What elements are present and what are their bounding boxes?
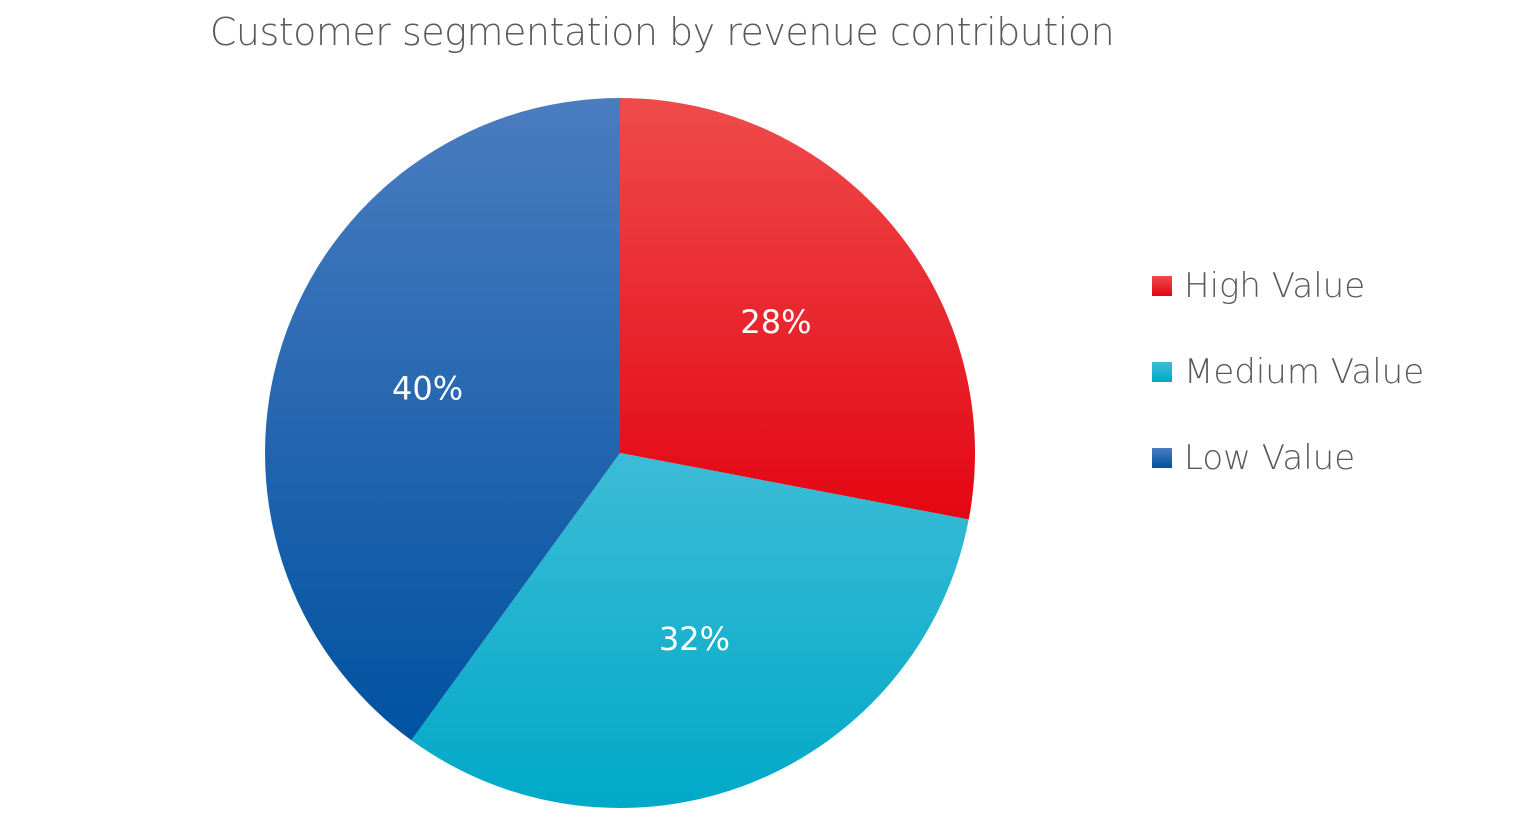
pie-slice-high-value: [620, 98, 975, 520]
chart-legend: High Value Medium Value Low Value: [1152, 264, 1424, 522]
legend-label-medium-value: Medium Value: [1184, 352, 1425, 392]
legend-swatch-high-value: [1152, 276, 1172, 296]
chart-title: Customer segmentation by revenue contrib…: [209, 10, 1115, 54]
data-label-medium-value: 32%: [659, 620, 730, 658]
pie-slice-low-value: [265, 98, 620, 741]
pie-slice-medium-value: [411, 453, 969, 808]
legend-label-high-value: High Value: [1184, 266, 1366, 306]
legend-item-high-value: High Value: [1152, 264, 1424, 308]
data-label-high-value: 28%: [740, 303, 811, 341]
data-label-low-value: 40%: [392, 369, 463, 407]
legend-item-low-value: Low Value: [1152, 436, 1424, 480]
legend-item-medium-value: Medium Value: [1152, 350, 1424, 394]
legend-swatch-low-value: [1152, 448, 1172, 468]
legend-swatch-medium-value: [1152, 362, 1172, 382]
legend-label-low-value: Low Value: [1184, 438, 1356, 478]
